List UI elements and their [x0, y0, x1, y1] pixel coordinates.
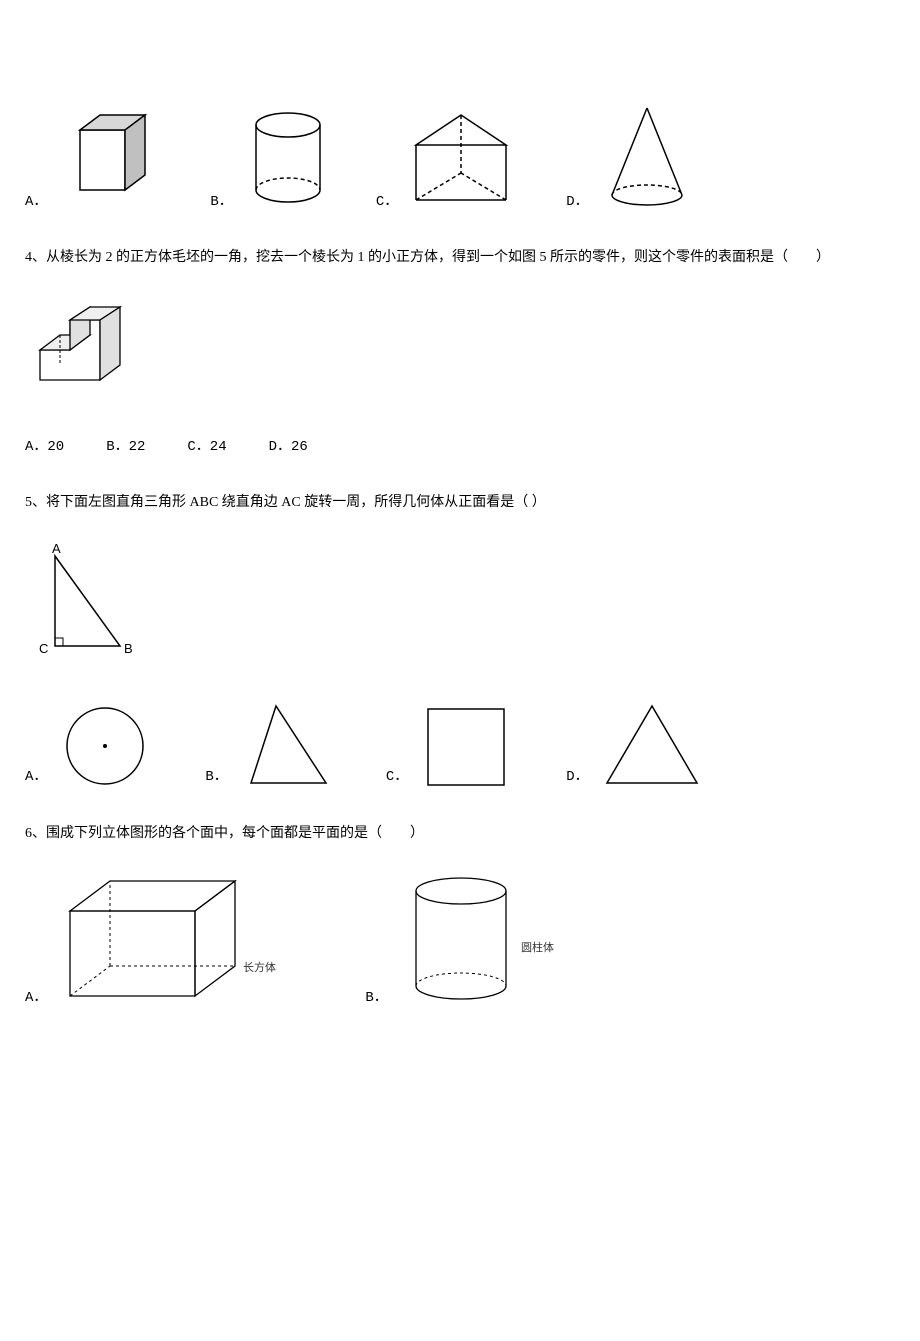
option-label: A． — [25, 190, 47, 215]
square-icon — [416, 701, 516, 791]
option-label: C． — [376, 190, 398, 215]
q4-figure — [25, 295, 895, 405]
cylinder-icon — [241, 105, 336, 215]
q4-answers: A．20 B．22 C．24 D．26 — [25, 435, 895, 460]
q5-option-d: D． — [566, 701, 706, 791]
notched-cube-icon — [25, 295, 165, 405]
option-label: D． — [566, 190, 588, 215]
q3-option-a: A． — [25, 105, 170, 215]
circle-icon — [55, 701, 155, 791]
q5-option-c: C． — [386, 701, 516, 791]
option-label: B． — [205, 765, 227, 790]
cuboid-caption: 长方体 — [243, 960, 276, 974]
option-label: A． — [25, 765, 47, 790]
q5-option-a: A． — [25, 701, 155, 791]
option-label: B． — [365, 986, 387, 1011]
vertex-a-label: A — [52, 541, 61, 556]
cone-icon — [597, 100, 697, 215]
q6-text: 6、围成下列立体图形的各个面中，每个面都是平面的是（ ） — [25, 821, 895, 846]
q3-option-d: D． — [566, 100, 696, 215]
cylinder-caption: 圆柱体 — [521, 940, 554, 954]
q5-options-row: A． B． C． D． — [25, 701, 895, 791]
q5-figure: A C B — [25, 541, 895, 671]
q6-option-b: B． 圆柱体 — [365, 871, 575, 1011]
cuboid-icon: 长方体 — [55, 871, 285, 1011]
triangular-prism-icon — [406, 105, 526, 215]
right-triangle-abc-icon: A C B — [25, 541, 145, 671]
q5-text: 5、将下面左图直角三角形 ABC 绕直角边 AC 旋转一周，所得几何体从正面看是… — [25, 490, 895, 515]
option-label: A． — [25, 986, 47, 1011]
q4-text: 4、从棱长为 2 的正方体毛坯的一角，挖去一个棱长为 1 的小正方体，得到一个如… — [25, 245, 895, 270]
q5-option-b: B． — [205, 701, 335, 791]
question-4: 4、从棱长为 2 的正方体毛坯的一角，挖去一个棱长为 1 的小正方体，得到一个如… — [25, 245, 895, 270]
q6-options-row: A． 长方体 B． 圆柱体 — [25, 871, 895, 1011]
cylinder2-icon: 圆柱体 — [396, 871, 576, 1011]
option-label: D． — [566, 765, 588, 790]
vertex-c-label: C — [39, 641, 48, 656]
q3-option-c: C． — [376, 105, 526, 215]
question-5: 5、将下面左图直角三角形 ABC 绕直角边 AC 旋转一周，所得几何体从正面看是… — [25, 490, 895, 515]
cube-icon — [55, 105, 170, 215]
q6-option-a: A． 长方体 — [25, 871, 285, 1011]
option-label: C． — [386, 765, 408, 790]
vertex-b-label: B — [124, 641, 133, 656]
isoceles-triangle-icon — [597, 701, 707, 791]
right-triangle-icon — [236, 701, 336, 791]
question-6: 6、围成下列立体图形的各个面中，每个面都是平面的是（ ） — [25, 821, 895, 846]
option-label: B． — [210, 190, 232, 215]
q3-options-row: A． B． C． D． — [25, 100, 895, 215]
q3-option-b: B． — [210, 105, 335, 215]
